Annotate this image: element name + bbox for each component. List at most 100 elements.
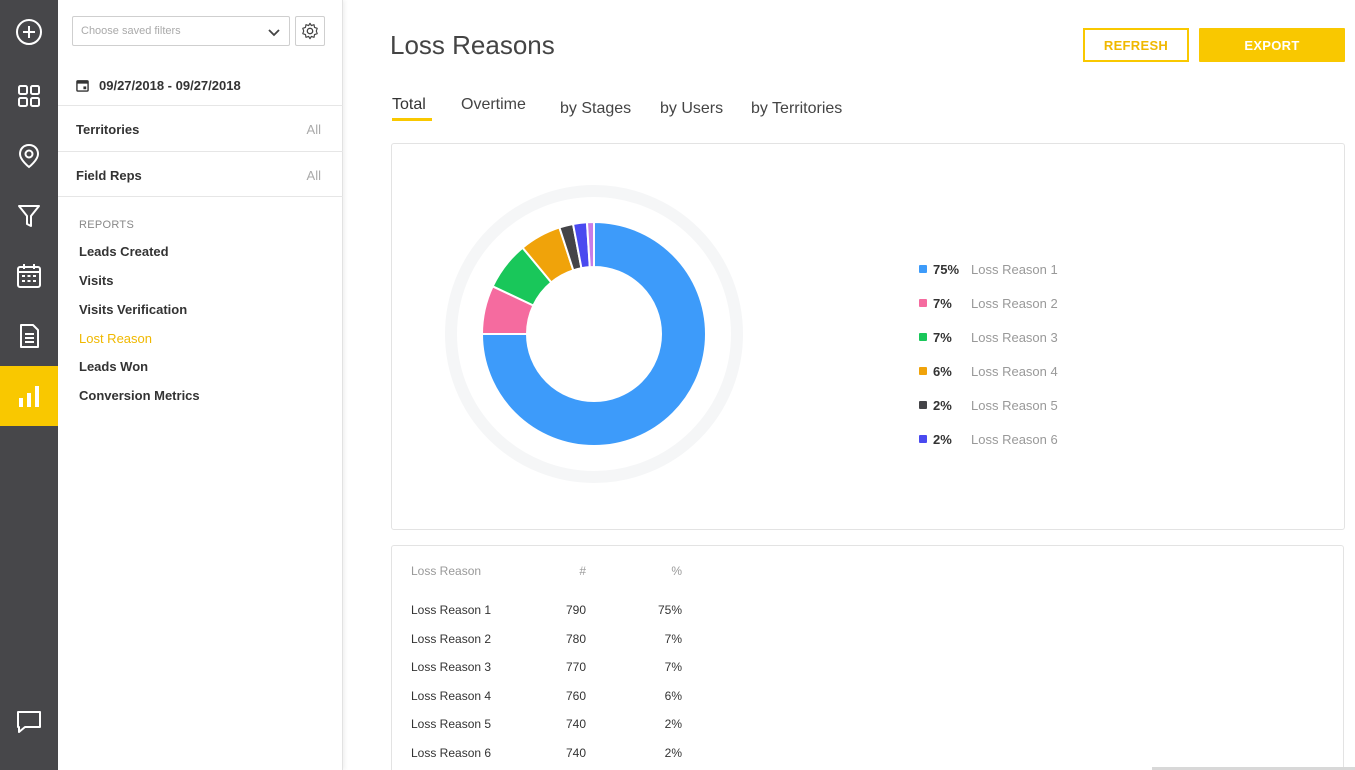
saved-filters-select[interactable]: Choose saved filters: [72, 16, 290, 46]
legend-percent: 75%: [933, 261, 960, 277]
chat-icon: [17, 711, 41, 733]
legend-percent: 7%: [933, 329, 952, 345]
legend-item[interactable]: 7% Loss Reason 2: [919, 295, 1058, 311]
page-title: Loss Reasons: [390, 30, 555, 60]
cell-reason: Loss Reason 5: [411, 717, 492, 732]
date-range-picker[interactable]: 09/27/2018 - 09/27/2018: [76, 76, 241, 94]
divider: [58, 196, 343, 197]
tab-total[interactable]: Total: [392, 96, 426, 113]
saved-filters-placeholder: Choose saved filters: [81, 25, 181, 37]
calendar-icon: [17, 264, 41, 288]
report-link-visits[interactable]: Visits: [79, 273, 114, 288]
cell-count: 740: [565, 717, 586, 732]
legend-label: Loss Reason 4: [971, 363, 1058, 379]
legend-percent: 6%: [933, 363, 952, 379]
legend-percent: 7%: [933, 295, 952, 311]
report-link-leads-won[interactable]: Leads Won: [79, 359, 149, 374]
legend-label: Loss Reason 1: [971, 261, 1058, 277]
tab-by-territories[interactable]: by Territories: [751, 100, 843, 117]
refresh-button[interactable]: REFRESH: [1083, 28, 1189, 62]
cell-reason: Loss Reason 2: [411, 631, 492, 646]
cell-percent: 75%: [657, 603, 682, 617]
horizontal-scrollbar[interactable]: [1152, 767, 1355, 770]
plus-circle-icon: [16, 19, 42, 45]
document-icon: [20, 324, 39, 348]
report-link-visits-verification[interactable]: Visits Verification: [79, 302, 188, 317]
calendar-small-icon: [76, 79, 89, 92]
cell-count: 790: [565, 603, 586, 617]
tab-by-users[interactable]: by Users: [660, 100, 724, 117]
chevron-down-icon: [268, 29, 280, 37]
legend-label: Loss Reason 6: [971, 431, 1058, 447]
map-nav[interactable]: [0, 126, 58, 186]
legend-item[interactable]: 6% Loss Reason 4: [919, 363, 1058, 379]
tab-overtime[interactable]: Overtime: [461, 96, 526, 113]
reports-nav[interactable]: [0, 366, 58, 426]
legend-swatch: [919, 333, 927, 341]
report-link-leads-created[interactable]: Leads Created: [79, 244, 169, 259]
funnel-nav[interactable]: [0, 186, 58, 246]
table-header-reason: Loss Reason: [411, 564, 482, 578]
report-link-conversion-metrics[interactable]: Conversion Metrics: [79, 388, 200, 403]
filter-value: All: [306, 121, 321, 137]
legend-item[interactable]: 2% Loss Reason 6: [919, 431, 1058, 447]
tab-by-stages[interactable]: by Stages: [560, 100, 632, 117]
cell-percent: 2%: [664, 746, 682, 760]
filter-icon: [18, 205, 40, 227]
divider: [58, 105, 343, 106]
add-button[interactable]: [0, 2, 58, 62]
cell-reason: Loss Reason 6: [411, 746, 492, 760]
icon-rail: [0, 0, 58, 770]
dashboard-nav[interactable]: [0, 66, 58, 126]
legend-label: Loss Reason 3: [971, 329, 1058, 345]
cell-percent: 6%: [664, 688, 682, 703]
legend-percent: 2%: [933, 431, 952, 447]
cell-count: 740: [565, 746, 586, 760]
legend-label: Loss Reason 2: [971, 295, 1058, 311]
legend-swatch: [919, 299, 927, 307]
cell-percent: 7%: [664, 631, 682, 646]
territories-filter[interactable]: Territories All: [76, 119, 321, 139]
table-header-count: #: [579, 564, 586, 578]
cell-percent: 7%: [664, 660, 682, 675]
chat-nav[interactable]: [0, 692, 58, 752]
calendar-nav[interactable]: [0, 246, 58, 306]
cell-count: 780: [565, 631, 586, 646]
chart-card: 75% Loss Reason 1 7% Loss Reason 2 7% Loss Re…: [391, 143, 1345, 530]
donut-slice[interactable]: [480, 220, 707, 447]
legend-percent: 2%: [933, 397, 952, 413]
bar-chart-icon: [19, 386, 39, 407]
cell-count: 760: [565, 688, 586, 703]
donut-background-ring: [445, 185, 743, 483]
legend-swatch: [919, 435, 927, 443]
active-tab-indicator: [392, 118, 432, 121]
report-link-lost-reason[interactable]: Lost Reason: [79, 331, 152, 346]
export-button[interactable]: EXPORT: [1199, 28, 1345, 62]
legend-swatch: [919, 265, 927, 273]
cell-reason: Loss Reason 1: [411, 603, 492, 617]
map-pin-icon: [18, 143, 40, 169]
divider: [58, 151, 343, 152]
legend-item[interactable]: 2% Loss Reason 5: [919, 397, 1058, 413]
cell-reason: Loss Reason 3: [411, 660, 492, 675]
gear-icon: [302, 22, 318, 40]
filter-label: Field Reps: [76, 167, 142, 183]
filter-label: Territories: [76, 121, 140, 137]
documents-nav[interactable]: [0, 306, 58, 366]
cell-count: 770: [565, 660, 586, 675]
field-reps-filter[interactable]: Field Reps All: [76, 165, 321, 185]
reports-heading: REPORTS: [79, 219, 135, 231]
table-header-percent: %: [671, 564, 682, 578]
legend-swatch: [919, 401, 927, 409]
filter-value: All: [306, 167, 321, 183]
donut-slice[interactable]: [585, 220, 595, 269]
legend-swatch: [919, 367, 927, 375]
cell-reason: Loss Reason 4: [411, 688, 492, 703]
grid-icon: [18, 85, 40, 107]
legend-item[interactable]: 75% Loss Reason 1: [919, 261, 1058, 277]
legend-item[interactable]: 7% Loss Reason 3: [919, 329, 1058, 345]
filter-settings-button[interactable]: [295, 16, 325, 46]
filter-sidebar: Choose saved filters 09/27/2018 - 09/27/…: [58, 0, 343, 770]
date-range-text: 09/27/2018 - 09/27/2018: [99, 77, 241, 93]
